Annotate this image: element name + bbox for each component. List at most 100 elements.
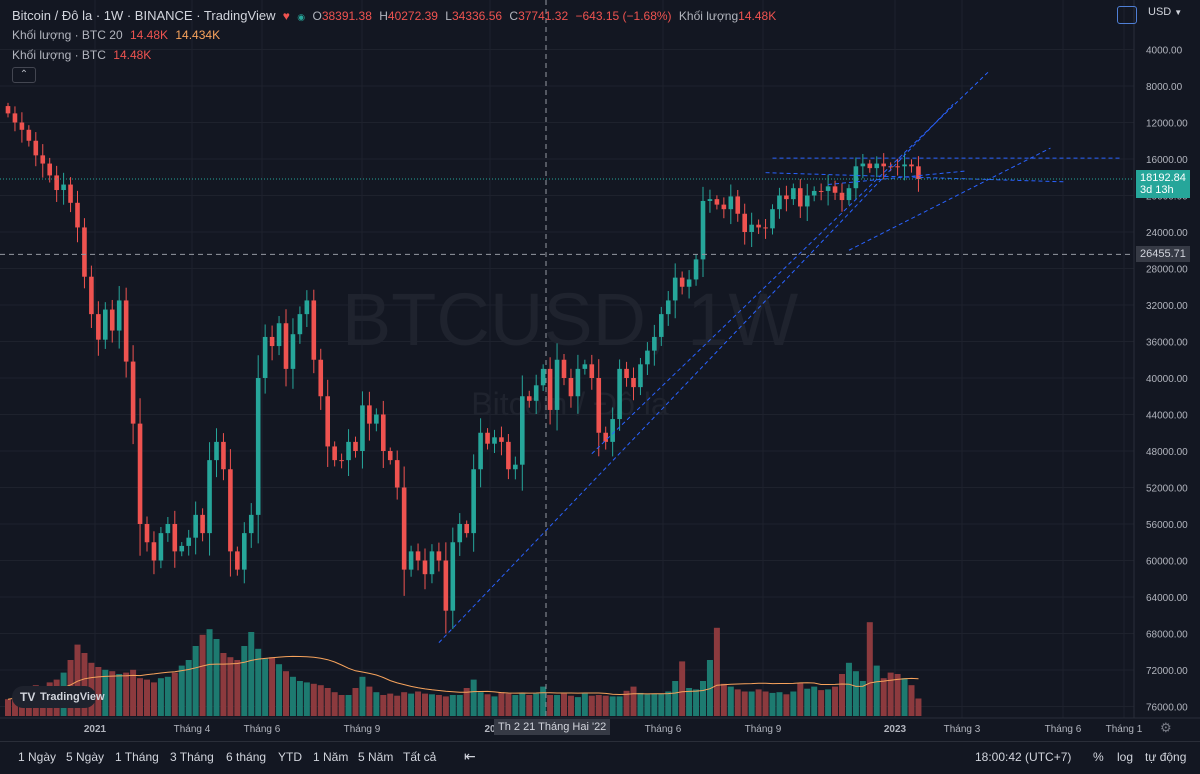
volume-bar [790,691,797,716]
low-label: L [445,9,452,23]
currency-selector[interactable]: USD ▼ [1148,6,1182,18]
candle-body [679,277,685,287]
candle [290,318,296,389]
volume-bar [303,682,310,716]
legend-volume[interactable]: Khối lượng · BTC 14.48K [12,48,155,62]
candle [679,271,685,295]
candle [784,185,789,212]
candle-body [367,405,372,424]
current-price-timer: 3d 13h [1140,184,1174,196]
trend-line [848,147,1051,251]
candle-body [735,196,741,214]
volume-bar [317,685,324,716]
range-1d[interactable]: 1 Ngày [18,750,57,764]
candle-body [96,314,101,340]
candle [221,433,226,481]
volume-bar [192,646,199,716]
candle-body [631,378,636,388]
candle [179,542,185,557]
candle-body [499,437,504,442]
volume-bar [741,691,748,716]
candle [19,112,25,143]
volume-bar [5,699,11,716]
volume-ma-v1: 14.48K [129,28,169,42]
log-toggle[interactable]: log [1117,750,1134,764]
candle-body [304,300,310,315]
candle [471,454,476,552]
symbol-title[interactable]: Bitcoin / Đô la · 1W · BINANCE · Trading… [12,8,276,23]
compare-icon[interactable] [1117,6,1137,24]
candle-body [19,122,25,130]
trendlines[interactable] [0,71,1134,643]
candle-body [728,196,734,210]
candle-body [54,175,59,191]
volume-ma-line [7,655,919,700]
price-tick-label: 8000.00 [1146,82,1183,93]
range-3m[interactable]: 3 Tháng [170,750,214,764]
volume-bar [366,686,373,716]
candle [777,187,782,219]
auto-toggle[interactable]: tự động [1145,750,1187,764]
price-tick-label: 44000.00 [1146,411,1188,422]
candle [540,364,546,391]
candle-body [533,385,539,401]
candle [707,189,713,213]
candle-body [700,200,706,260]
candle-body [311,300,317,360]
percent-toggle[interactable]: % [1093,750,1104,764]
heart-icon[interactable]: ♥ [282,9,290,23]
candle-body [756,224,761,228]
candle-body [68,184,73,203]
range-5y[interactable]: 5 Năm [358,750,394,764]
candle [603,426,608,450]
candle [881,153,886,180]
candle [464,520,469,538]
candle [874,156,880,178]
volume-bar [178,665,185,716]
candle [429,544,435,584]
candle [82,218,87,289]
candle-body [686,279,692,287]
candle-body [353,441,358,451]
candle-body [874,163,880,169]
volume-bar [595,695,602,716]
candle-body [408,551,414,570]
time-axis[interactable]: 2021 Tháng 4 Tháng 6 Tháng 9 20 Tháng 6 Tháng … [84,724,1143,735]
candle-body [881,163,886,167]
date-range-icon[interactable]: ⇤ [464,748,476,764]
volume-bar [637,692,644,716]
candle-body [290,334,296,369]
volume-bar [185,660,192,716]
range-6m[interactable]: 6 tháng [226,750,267,764]
collapse-legend-button[interactable]: ⌃ [12,67,36,83]
range-1m[interactable]: 1 Tháng [115,750,159,764]
range-all[interactable]: Tất cả [403,750,437,764]
candle [513,456,518,480]
candle-body [339,460,344,462]
range-5d[interactable]: 5 Ngày [66,750,105,764]
range-1y[interactable]: 1 Năm [313,750,349,764]
tradingview-logo[interactable]: TV TradingView [12,686,105,708]
clock-timezone[interactable]: 18:00:42 (UTC+7) [975,750,1072,764]
candle [770,204,775,235]
crosshair-date-tag: Th 2 21 Tháng Hai '22 [494,719,611,735]
candle-body [513,464,518,470]
candle [492,429,497,454]
candle [186,529,191,556]
legend-volume-ma[interactable]: Khối lượng · BTC 20 14.48K 14.434K [12,28,224,42]
candle-body [742,213,747,232]
candle-body [137,423,143,524]
price-axis[interactable]: 4000.008000.0012000.0016000.0020000.0024… [1146,46,1188,714]
range-ytd[interactable]: YTD [278,750,302,764]
candle [561,354,567,386]
settings-gear-icon[interactable]: ⚙ [1160,720,1172,735]
price-tick-label: 32000.00 [1146,301,1188,312]
trend-line [828,170,968,186]
candle [12,106,18,132]
candle [721,197,727,219]
volume-bar [255,648,262,716]
candle [318,348,324,410]
volume-bar [776,692,783,716]
high-label: H [379,9,388,23]
